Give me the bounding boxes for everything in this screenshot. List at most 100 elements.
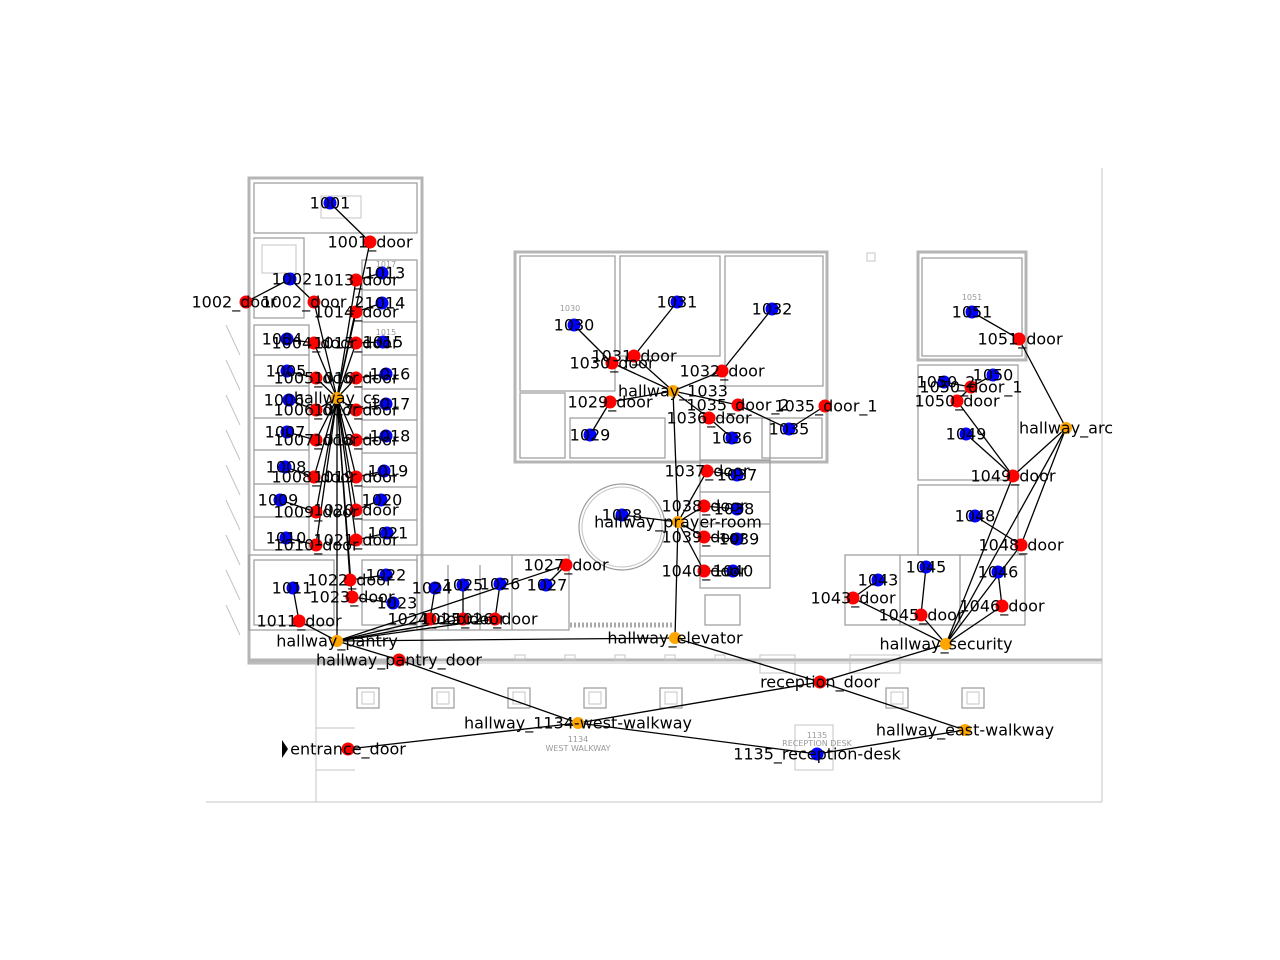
node-label: 1046_door: [959, 597, 1044, 617]
node-label: 1049_door: [970, 467, 1055, 487]
door-node: [1012, 332, 1026, 346]
graph-edge: [336, 397, 353, 598]
node-label: 1029_door: [567, 393, 652, 413]
room-node: [968, 509, 982, 523]
door-node: [343, 573, 357, 587]
hallway-node: [667, 385, 679, 397]
door-node: [349, 371, 363, 385]
door-node: [349, 273, 363, 287]
room-node: [374, 493, 388, 507]
node-label: hallway_security: [879, 635, 1012, 655]
node-label: hallway_elevator: [607, 629, 743, 649]
node-label: 1035: [769, 420, 810, 439]
plan-room-label: 1051: [962, 293, 982, 302]
door-node: [715, 364, 729, 378]
node-label: hallway_arc: [1019, 419, 1113, 439]
node-label: 1020_door: [313, 501, 398, 521]
graph-edge: [672, 390, 679, 523]
door-node: [1006, 469, 1020, 483]
room-node: [380, 526, 394, 540]
node-label: 1004_door: [271, 334, 356, 354]
door-node: [349, 305, 363, 319]
room-node: [765, 302, 779, 316]
room-node: [323, 196, 337, 210]
door-node: [309, 371, 323, 385]
node-label: hallway_east-walkway: [876, 721, 1054, 741]
door-node: [392, 653, 406, 667]
door-node: [697, 499, 711, 513]
node-label: 1046: [978, 563, 1019, 582]
door-node: [345, 590, 359, 604]
node-label: 1032: [752, 300, 793, 319]
node-label: 1007_door: [273, 431, 358, 451]
node-label: 1048: [955, 507, 996, 526]
room-node: [375, 296, 389, 310]
graph-edge: [672, 370, 723, 392]
graph-edge: [633, 301, 678, 357]
door-node: [349, 403, 363, 417]
graph-edge: [398, 659, 579, 724]
node-label: 1043: [858, 571, 899, 590]
graph-edge: [336, 279, 357, 399]
node-label: 1050: [973, 366, 1014, 385]
graph-edge: [329, 202, 371, 243]
node-label: 1030_door: [569, 354, 654, 374]
graph-edge: [315, 397, 338, 513]
node-label: 1022: [366, 566, 407, 585]
room-node: [730, 468, 744, 482]
node-label: 1039_door: [661, 528, 746, 548]
hallway-node: [331, 392, 343, 404]
room-node: [379, 367, 393, 381]
room-node: [279, 531, 293, 545]
node-label: 1037_door: [664, 462, 749, 482]
node-label: 1026_door: [452, 610, 537, 630]
room-node: [670, 295, 684, 309]
node-label: 1023_door: [309, 588, 394, 608]
room-node: [456, 578, 470, 592]
node-label: 1049: [946, 425, 987, 444]
door-node: [697, 530, 711, 544]
node-label: 1051: [952, 303, 993, 322]
node-label: 1038: [714, 500, 755, 519]
node-label: 1031: [657, 293, 698, 312]
graph-edge: [672, 390, 739, 406]
node-label: 1009: [258, 491, 299, 510]
graph-edge: [245, 278, 291, 303]
door-node: [702, 411, 716, 425]
node-label: 1018_door: [313, 431, 398, 451]
graph-edge: [336, 397, 357, 541]
node-label: 1043_door: [810, 589, 895, 609]
room-node: [286, 581, 300, 595]
graph-edge: [819, 643, 947, 683]
node-label: 1045_door: [878, 606, 963, 626]
node-label: 1023: [377, 594, 418, 613]
node-label: 1008_door: [271, 468, 356, 488]
node-label: 1001_door: [327, 233, 412, 253]
node-label: 1005_door: [273, 369, 358, 389]
graph-edge: [677, 470, 708, 523]
door-node: [309, 433, 323, 447]
node-label: 1005: [266, 362, 307, 381]
door-node: [349, 433, 363, 447]
door-node: [700, 464, 714, 478]
graph-edge: [313, 397, 338, 478]
graph-edge: [577, 681, 821, 724]
plan-room-label: WEST WALKWAY: [545, 744, 610, 753]
node-label: 1027_door: [523, 556, 608, 576]
node-label: reception_door: [760, 673, 880, 693]
door-node: [341, 742, 355, 756]
graph-edge: [721, 308, 773, 372]
door-node: [292, 614, 306, 628]
room-node: [782, 422, 796, 436]
node-label: 1001: [310, 194, 351, 213]
node-label: 1017: [370, 395, 411, 414]
node-label: 1032_door: [679, 362, 764, 382]
room-node: [278, 460, 292, 474]
room-node: [379, 397, 393, 411]
door-node: [813, 675, 827, 689]
node-label: 1008: [266, 458, 307, 477]
graph-edge: [336, 618, 496, 642]
room-node: [725, 431, 739, 445]
node-label: 1006_door: [273, 401, 358, 421]
node-label: 1009_door: [273, 503, 358, 523]
